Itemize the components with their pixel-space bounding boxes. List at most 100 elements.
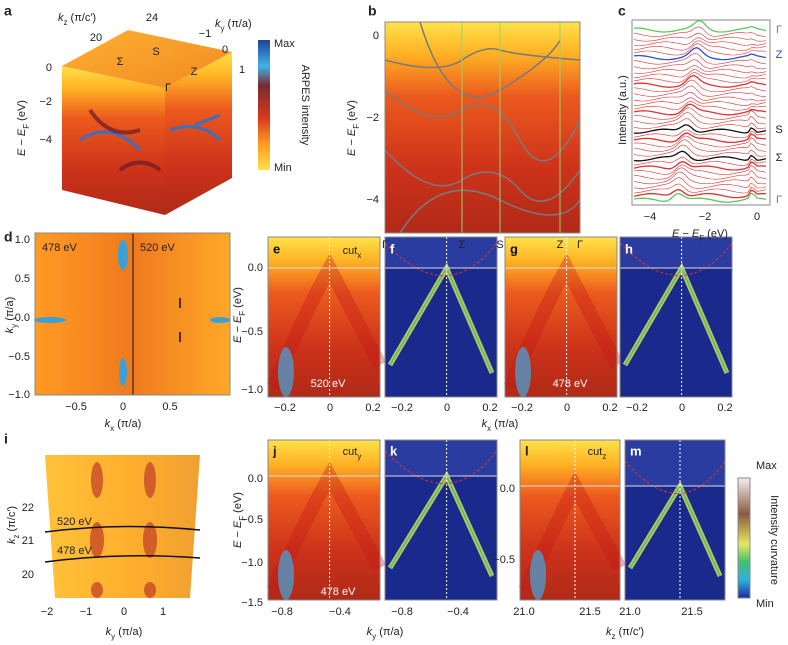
edc-curve [633, 192, 767, 203]
point-label: Γ [165, 82, 171, 94]
tick-label: 21.0 [619, 606, 640, 618]
edc-curve [633, 107, 767, 120]
label-part: (π/c′) [615, 626, 644, 638]
label-part: x [110, 424, 114, 433]
tick-label: 0.0 [248, 473, 263, 485]
cube-feature [88, 108, 162, 172]
model-band [384, 450, 498, 484]
label-part: z [611, 632, 615, 641]
label-part: (π/c′) [68, 12, 97, 24]
panel-letter: j [272, 443, 277, 458]
panel-letter: l [525, 443, 529, 458]
colorbar-label: Max [756, 460, 777, 472]
frame [267, 236, 381, 398]
tick-label: 21 [22, 535, 34, 547]
label-part: cut [343, 245, 358, 257]
model-band [619, 242, 733, 276]
model-band [384, 242, 498, 276]
panel-letter: h [625, 241, 633, 256]
edc-curve [633, 65, 767, 74]
energy-label: 478 eV [57, 545, 93, 557]
frame [519, 439, 621, 601]
colorbar-title: ARPES intensity [299, 65, 311, 146]
edc-curves [633, 19, 767, 203]
tick-label: −0.2 [274, 402, 296, 414]
tick-label: 0 [327, 402, 333, 414]
axis-label: ky (π/a) [367, 626, 404, 641]
label-part: cut [343, 446, 358, 458]
tick-label: 0 [121, 606, 127, 618]
label-part: F [352, 124, 361, 129]
axis-label: E − EF (eV) [232, 287, 247, 343]
tick-label: −2 [699, 211, 712, 223]
tick-label: 0 [679, 402, 685, 414]
cut-lines [44, 525, 201, 563]
edc-curve [633, 135, 767, 148]
tick-label: Z [557, 239, 564, 251]
tick-label: 20 [90, 32, 102, 44]
label-part: y [111, 632, 115, 641]
axis-label: kz (π/c′) [6, 506, 21, 544]
panel-letter: a [4, 3, 12, 19]
label-part: k [367, 626, 373, 638]
frame [34, 232, 231, 396]
axis-label: E − EF (eV) [672, 228, 728, 243]
tick-label: 0.2 [602, 402, 617, 414]
label-part: z [64, 18, 68, 27]
tick-label: 21.5 [579, 606, 600, 618]
label-part: k [58, 12, 64, 24]
frame [384, 439, 498, 601]
edc-curve [633, 97, 767, 106]
tick-label: 24 [146, 12, 158, 24]
label-part: k [215, 18, 221, 30]
edc-curve [633, 150, 767, 162]
label-part: z [12, 535, 21, 539]
label-part: (π/a) [491, 418, 518, 430]
axis-label: kz (π/c′) [58, 12, 96, 27]
tick-label: 0.0 [248, 262, 263, 274]
colorbar-label: Max [274, 38, 295, 50]
map-features [34, 240, 230, 386]
edc-curve [633, 69, 767, 79]
model-band [624, 460, 726, 494]
edc-curve [633, 103, 767, 116]
energy-label: 478 eV [321, 586, 357, 598]
tick-label: 22 [22, 502, 34, 514]
label-part: F [22, 124, 31, 129]
edc-curve [633, 183, 767, 194]
label-part: F [238, 516, 247, 521]
label-part: (eV) [232, 287, 244, 311]
cut-panels [266, 236, 733, 398]
label-part: (π/c′) [6, 506, 18, 535]
tick-label: 1 [160, 606, 166, 618]
tick-label: S [496, 239, 503, 251]
label-part: k [482, 418, 488, 430]
tick-label: −1 [80, 606, 93, 618]
frame [624, 439, 726, 601]
edc-curve [633, 118, 767, 129]
tick-label: −1 [199, 28, 212, 40]
edc-curve [633, 59, 767, 70]
tick-label: −1.0 [241, 557, 263, 569]
tick-label: Γ [382, 239, 388, 251]
feature [278, 347, 294, 397]
edc-curve [633, 43, 767, 56]
edc-curve [633, 19, 767, 33]
tick-label: −0.2 [511, 402, 533, 414]
colorbar-label: Min [756, 598, 774, 610]
label-part: z [602, 452, 606, 461]
tick-label: 21.5 [681, 606, 702, 618]
tick-label: −2 [41, 606, 54, 618]
tick-label: 0.2 [717, 402, 732, 414]
tick-label: 0.5 [15, 273, 30, 285]
axis-label: kz (π/c′) [606, 626, 644, 641]
axis-label: E − EF (eV) [16, 100, 31, 156]
label-part: k [606, 626, 612, 638]
axis-label: E − EF (eV) [232, 492, 247, 548]
tick-label: −0.5 [241, 326, 263, 338]
edc-curve [633, 47, 767, 61]
axis-label: ky (π/a) [4, 297, 19, 334]
feature [278, 550, 294, 600]
label-part: k [6, 538, 18, 544]
